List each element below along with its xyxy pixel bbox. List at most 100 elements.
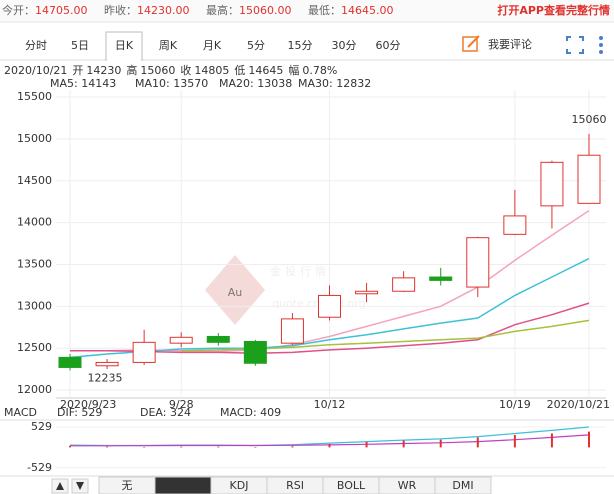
tab[interactable]: 5日: [71, 39, 89, 52]
candle-body: [318, 294, 341, 318]
indicator-tab-label[interactable]: KDJ: [230, 479, 249, 492]
watermark-logo-text: Au: [228, 286, 243, 299]
field-value: 15060.00: [239, 4, 292, 17]
macd-bar: [439, 439, 442, 448]
app-link[interactable]: 打开APP查看完整行情: [497, 3, 610, 17]
candle-body: [169, 336, 193, 344]
legend-entry: MA30: 12832: [298, 77, 371, 90]
candle-body: [132, 341, 156, 363]
settings-icon[interactable]: [599, 36, 603, 54]
macd-bar: [550, 433, 553, 448]
candle-body: [503, 215, 527, 235]
tab[interactable]: 日K: [115, 39, 134, 52]
comment-button[interactable]: 我要评论: [488, 37, 532, 51]
legend-entry: MA10: 13570: [135, 77, 208, 90]
tab[interactable]: 分时: [25, 39, 47, 52]
indicator-tab-label[interactable]: RSI: [286, 479, 304, 492]
field-value: 14705.00: [35, 4, 88, 17]
info-label: 低: [234, 64, 245, 77]
watermark-logo: [205, 255, 265, 325]
tab[interactable]: 30分: [332, 39, 357, 52]
info-value: 14805: [194, 64, 229, 77]
price-annotation: 12235: [88, 371, 123, 384]
tab[interactable]: 月K: [203, 39, 222, 52]
macd-bar: [69, 445, 71, 448]
y-tick-label: 13500: [17, 257, 52, 270]
tab-selected: [105, 31, 143, 61]
legend-entry: MA5: 14143: [50, 77, 116, 90]
candle-body: [95, 361, 119, 367]
y-tick-label: 13000: [17, 299, 52, 312]
y-tick-label: 14000: [17, 216, 52, 229]
info-value: 14230: [86, 64, 121, 77]
field-label: 最高：: [206, 3, 239, 17]
macd-bar: [328, 443, 331, 448]
candle-body: [466, 237, 490, 288]
scroll-left[interactable]: [51, 478, 69, 494]
info-line: 2020/10/21 开 14230 高 15060 收 14805 低 14645 幅 0.78%: [4, 63, 337, 77]
macd-bar: [588, 431, 590, 448]
macd-bar: [291, 446, 294, 448]
macd-bar: [106, 446, 109, 448]
candle-body: [206, 335, 230, 343]
field-label: 最低：: [308, 4, 341, 17]
tab[interactable]: 周K: [159, 39, 178, 52]
legend-entry: MACD: 409: [220, 406, 281, 419]
indicator-title: MACD: [4, 406, 37, 419]
info-date: 2020/10/21: [4, 64, 67, 77]
watermark-title: 金投行情: [270, 264, 330, 278]
x-tick-label: 2020/10/21: [547, 398, 610, 411]
candle-body: [355, 290, 379, 295]
x-tick-label: 2020/9/23: [60, 398, 116, 411]
x-tick-label: 10/12: [314, 398, 346, 411]
y-tick-label: 15000: [17, 132, 52, 145]
indicator-tab[interactable]: [434, 476, 492, 494]
tab[interactable]: 15分: [288, 39, 313, 52]
info-label: 高: [126, 63, 137, 77]
y-tick-label: 14500: [17, 174, 52, 187]
macd-bar: [476, 437, 479, 448]
field-label: 今开：: [2, 3, 35, 17]
field-value: 14230.00: [137, 4, 190, 17]
quote-field: 今开：14705.00: [2, 3, 88, 17]
indicator-tab-label[interactable]: WR: [398, 479, 417, 492]
candle-body: [429, 276, 453, 281]
indicator-tab-label[interactable]: 无: [122, 479, 133, 492]
macd-bar: [180, 446, 183, 448]
candle-body: [392, 277, 416, 292]
macd-bar: [254, 447, 257, 448]
fullscreen-icon[interactable]: [566, 36, 584, 54]
indicator-tab-label[interactable]: BOLL: [337, 479, 366, 492]
quote-field: 最低：14645.00: [308, 4, 394, 17]
y-tick-label: 529: [31, 420, 52, 433]
info-value: 14645: [248, 64, 283, 77]
indicator-tab-label[interactable]: MACD: [165, 479, 202, 492]
comment-icon[interactable]: [462, 35, 480, 52]
indicator-tab-label[interactable]: DMI: [452, 479, 473, 492]
x-tick-label: 9/28: [169, 398, 194, 411]
legend-entry: DIF: 529: [57, 406, 102, 419]
macd-bar: [513, 435, 516, 448]
quote-field: 昨收：14230.00: [104, 3, 190, 17]
info-value: 15060: [140, 64, 175, 77]
macd-bar: [217, 446, 220, 448]
candle-body: [243, 340, 267, 364]
scroll-right[interactable]: [71, 478, 89, 494]
field-value: 14645.00: [341, 4, 394, 17]
info-value: 0.78%: [302, 64, 337, 77]
candle-body: [280, 318, 304, 344]
info-label: 幅: [288, 64, 299, 77]
quote-field: 最高：15060.00: [206, 3, 292, 17]
top-bar: [0, 0, 614, 22]
candle-body: [540, 161, 564, 207]
info-label: 开: [72, 64, 83, 77]
candle-body: [577, 154, 601, 204]
ma-line: [70, 302, 590, 354]
tab[interactable]: 60分: [376, 39, 401, 52]
tab[interactable]: 5分: [247, 39, 265, 52]
y-tick-label: 12000: [17, 383, 52, 396]
ma-line: [181, 319, 590, 352]
y-tick-label: 12500: [17, 341, 52, 354]
